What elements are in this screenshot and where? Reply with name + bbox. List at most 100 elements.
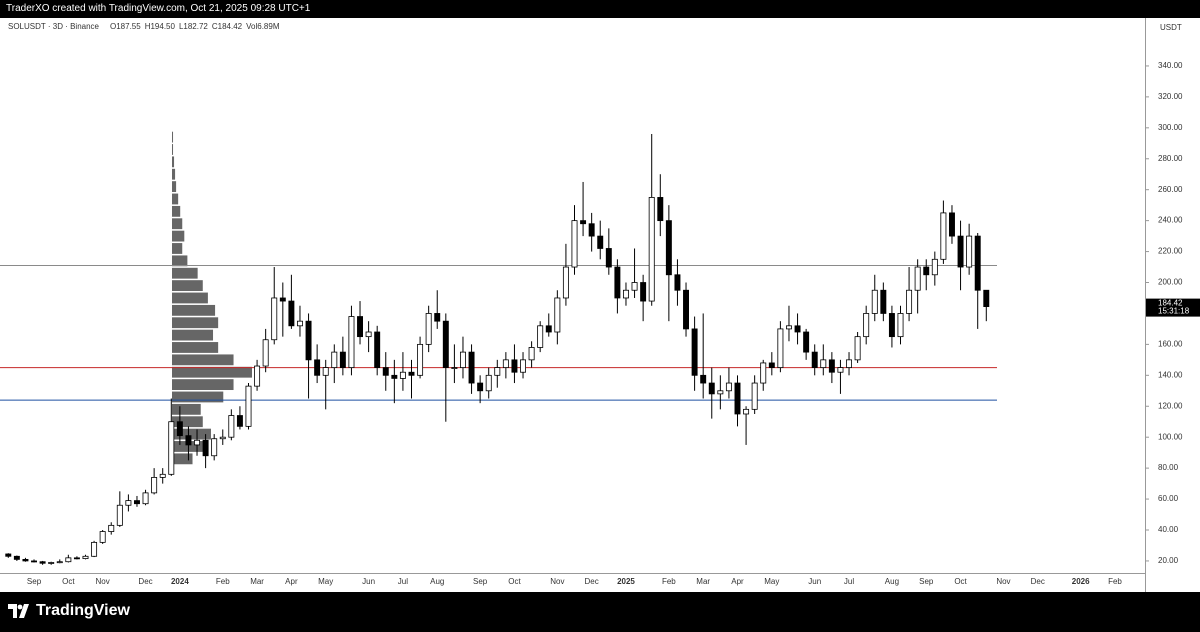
candle-body — [520, 359, 527, 373]
candle-body — [906, 289, 913, 314]
x-tick-label: Apr — [731, 577, 744, 586]
candle-body — [854, 336, 861, 361]
candle-body — [236, 415, 243, 427]
ohlc-legend-item: Vol6.89M — [246, 22, 280, 31]
volume-profile-bar — [172, 144, 174, 155]
volume-profile-bar — [172, 379, 234, 391]
ohlc-legend-item: O187.55 — [110, 22, 141, 31]
candle-body — [322, 367, 329, 376]
candle-body — [734, 382, 741, 415]
x-tick-label: May — [764, 577, 779, 586]
volume-profile-bar — [172, 131, 174, 143]
candle-body — [99, 531, 106, 543]
candle-body — [288, 300, 295, 327]
x-tick-label: Mar — [250, 577, 264, 586]
candle-body — [605, 248, 612, 268]
ohlc-legend-item: H194.50 — [145, 22, 176, 31]
candle-body — [434, 313, 441, 322]
candle-body — [880, 289, 887, 314]
x-tick-label: Dec — [1031, 577, 1045, 586]
candle-body — [22, 558, 29, 562]
candle-body — [623, 289, 629, 299]
x-tick-label: Oct — [954, 577, 967, 586]
candle-body — [382, 367, 389, 376]
candle-body — [357, 316, 364, 338]
candle-body — [700, 374, 707, 384]
candle-body — [846, 359, 853, 368]
volume-profile-bar — [172, 416, 203, 428]
candle-body — [279, 297, 286, 302]
y-tick-label: 140.00 — [1158, 370, 1183, 379]
candle-body — [65, 557, 72, 563]
candle-body — [211, 438, 218, 457]
y-tick-label: 100.00 — [1158, 432, 1183, 441]
candle-body — [674, 274, 681, 291]
x-tick-label: Sep — [919, 577, 934, 586]
candle-body — [914, 266, 921, 291]
candle-body — [459, 351, 466, 368]
y-tick-label: 160.00 — [1158, 339, 1183, 348]
volume-profile-bar — [172, 181, 177, 193]
candle-body — [399, 371, 406, 379]
candle-body — [374, 331, 381, 368]
candle-body — [665, 220, 672, 276]
candle-body — [254, 365, 261, 387]
candle-body — [176, 421, 183, 437]
candle-body — [185, 435, 192, 446]
volume-profile-bar — [172, 280, 203, 292]
volume-profile-bar — [172, 230, 185, 242]
x-tick-label: Dec — [585, 577, 599, 586]
volume-profile-bar — [172, 317, 219, 329]
x-tick-label: Dec — [138, 577, 152, 586]
candle-body — [417, 343, 424, 376]
volume-profile-bar — [172, 391, 224, 403]
candle-body — [949, 212, 955, 237]
symbol: SOLUSDT · 3D · Binance — [8, 22, 100, 31]
candle-body — [743, 408, 750, 415]
ohlc-legend-item: C184.42 — [212, 22, 243, 31]
volume-profile-bar — [172, 218, 183, 230]
candle-body — [545, 325, 552, 333]
x-tick-label: Jun — [362, 577, 375, 586]
candle-body — [554, 297, 561, 333]
volume-profile-bar — [172, 168, 176, 180]
candle-body — [271, 297, 278, 341]
candle-body — [245, 385, 252, 427]
candle-body — [494, 367, 501, 376]
volume-profile-bar — [172, 403, 201, 415]
candle-body — [888, 313, 895, 338]
y-tick-label: 200.00 — [1158, 278, 1183, 287]
volume-profile-bar — [172, 255, 188, 267]
currency-label: USDT — [1160, 23, 1182, 32]
x-tick-label: Jul — [844, 577, 854, 586]
candle-body — [803, 331, 810, 353]
candle-body — [262, 339, 269, 367]
x-tick-label: Oct — [62, 577, 75, 586]
volume-profile-bar — [172, 243, 183, 254]
candle-body — [56, 561, 63, 564]
candle-body — [863, 313, 870, 338]
last-price-tag — [1146, 298, 1200, 317]
brand-name: TradingView — [36, 602, 130, 619]
candle-body — [31, 560, 37, 563]
countdown: 15:31:18 — [1158, 307, 1190, 316]
volume-profile-bar — [172, 354, 234, 366]
y-tick-label: 40.00 — [1158, 525, 1179, 534]
x-tick-label: Aug — [885, 577, 899, 586]
candle-body — [305, 320, 312, 361]
volume-profile-bar — [172, 342, 219, 353]
candle-body — [580, 220, 587, 225]
candle-body — [648, 197, 655, 302]
candle-body — [451, 367, 458, 369]
candle-body — [683, 289, 690, 330]
volume-profile-bar — [172, 205, 181, 217]
candle-body — [485, 374, 492, 392]
x-tick-label: Feb — [1108, 577, 1122, 586]
candle-body — [142, 492, 149, 505]
candle-body — [39, 561, 46, 564]
x-tick-label: Jun — [808, 577, 821, 586]
x-tick-label: Feb — [662, 577, 676, 586]
candle-body — [820, 359, 827, 368]
candle-body — [537, 325, 544, 348]
